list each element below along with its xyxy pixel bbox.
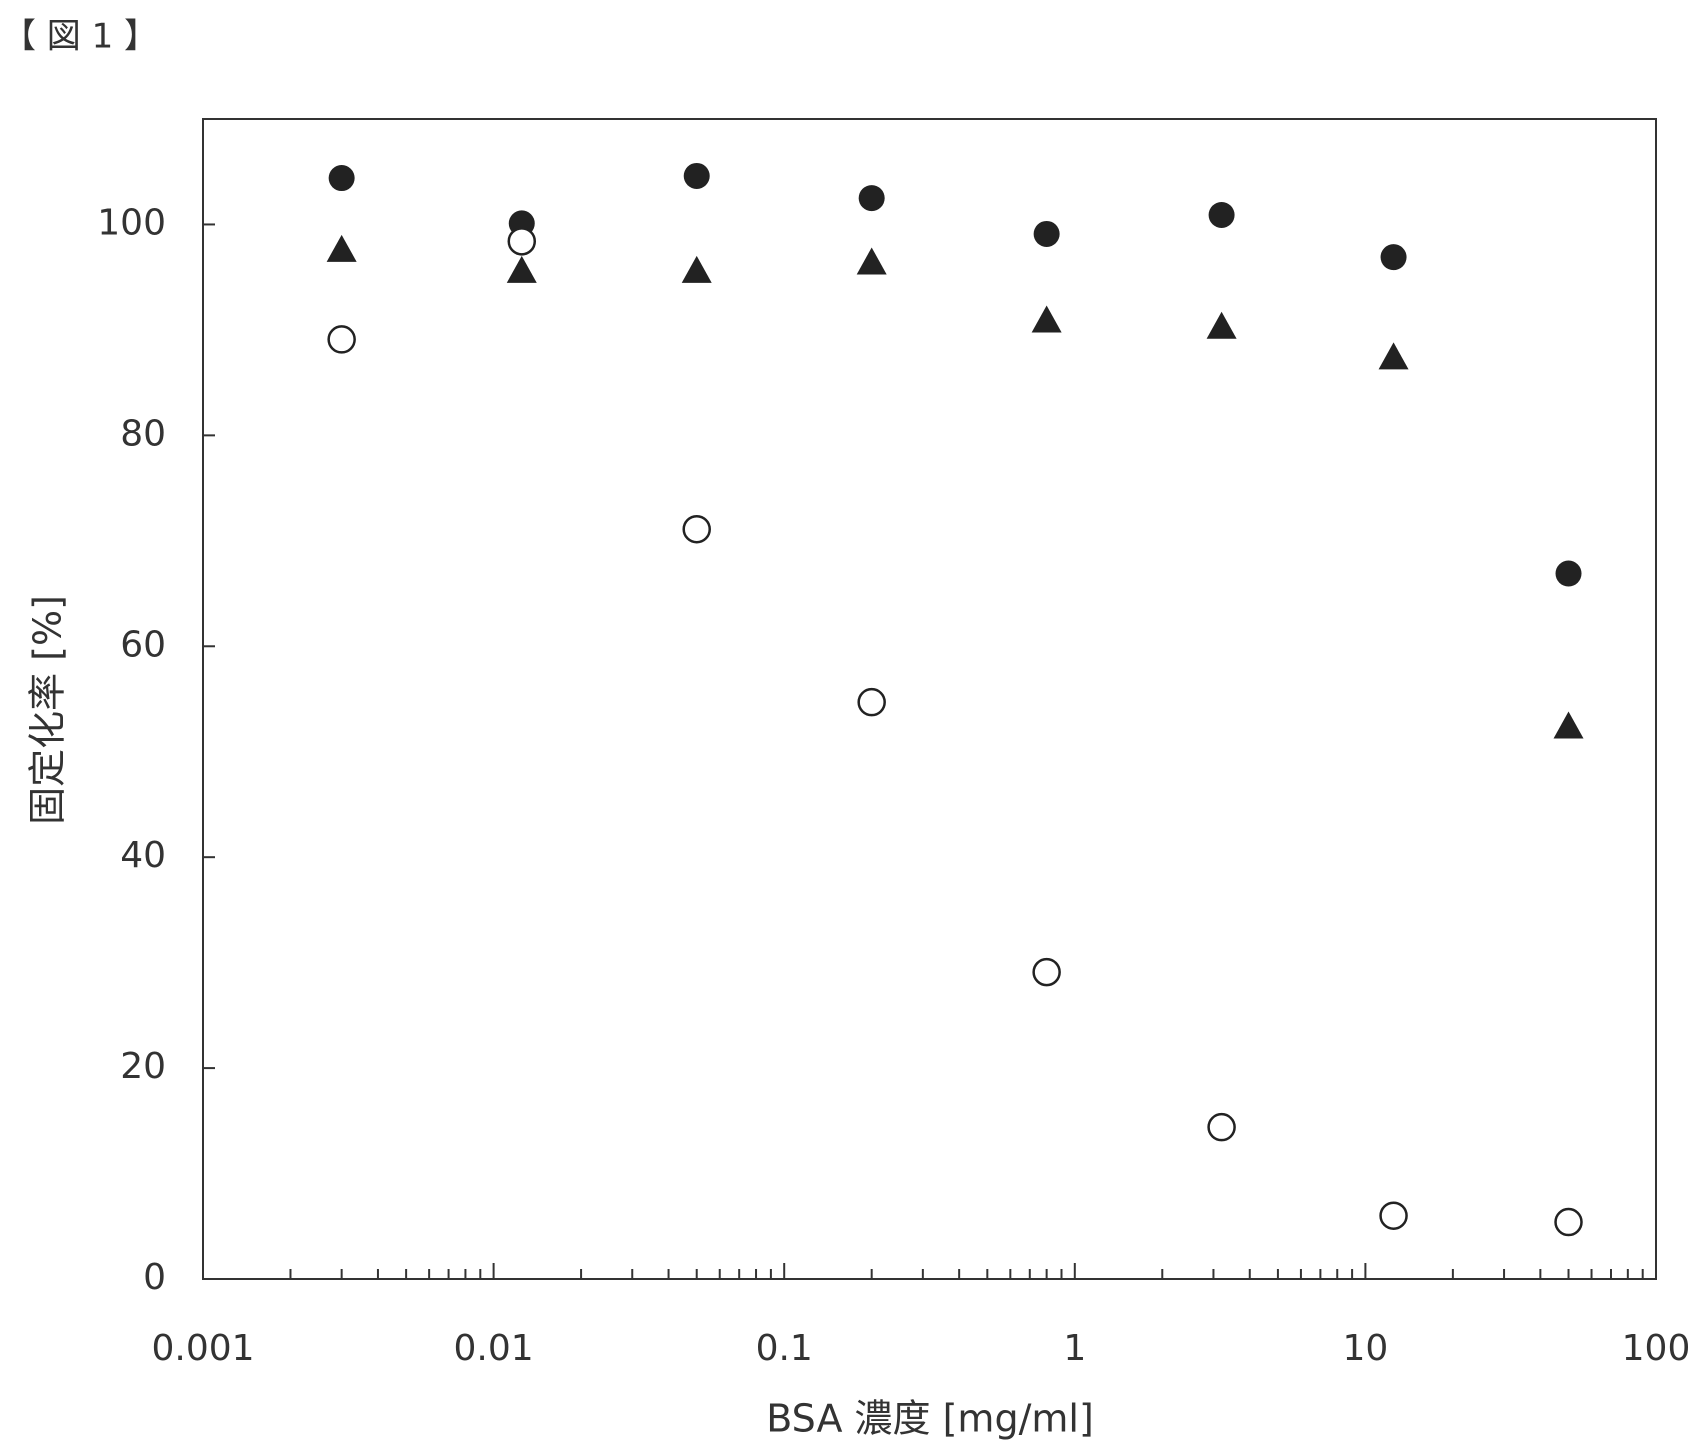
point <box>1032 305 1062 332</box>
point <box>859 689 885 715</box>
point <box>327 235 357 262</box>
y-axis-label: 固定化率 [%] <box>26 595 70 825</box>
point <box>329 326 355 352</box>
point <box>1381 1203 1407 1229</box>
point <box>1209 202 1235 228</box>
point <box>1379 342 1409 369</box>
figure-title: 【 図 1 】 <box>2 17 158 57</box>
x-tick-label: 0.1 <box>756 1328 813 1369</box>
x-tick-label: 0.01 <box>454 1328 534 1369</box>
point <box>329 165 355 191</box>
plot-frame <box>203 119 1656 1279</box>
x-axis-label: BSA 濃度 [mg/ml] <box>766 1397 1094 1441</box>
y-tick-label: 20 <box>120 1046 166 1087</box>
x-tick-label: 0.001 <box>151 1328 254 1369</box>
y-tick-label: 100 <box>97 202 166 243</box>
point <box>507 256 537 283</box>
point <box>1556 1209 1582 1235</box>
x-tick-label: 100 <box>1622 1328 1691 1369</box>
point <box>857 247 887 274</box>
point <box>684 163 710 189</box>
point <box>1556 561 1582 587</box>
y-tick-label: 40 <box>120 835 166 876</box>
point <box>1209 1114 1235 1140</box>
point <box>1207 312 1237 339</box>
y-tick-label: 80 <box>120 413 166 454</box>
point <box>509 228 535 254</box>
point <box>1034 959 1060 985</box>
point <box>1554 711 1584 738</box>
x-tick-label: 10 <box>1342 1328 1388 1369</box>
point <box>859 185 885 211</box>
point <box>1034 221 1060 247</box>
x-tick-label: 1 <box>1063 1328 1086 1369</box>
point <box>1381 244 1407 270</box>
point <box>682 256 712 283</box>
y-tick-label: 0 <box>143 1257 166 1298</box>
point <box>684 516 710 542</box>
y-tick-label: 60 <box>120 624 166 665</box>
